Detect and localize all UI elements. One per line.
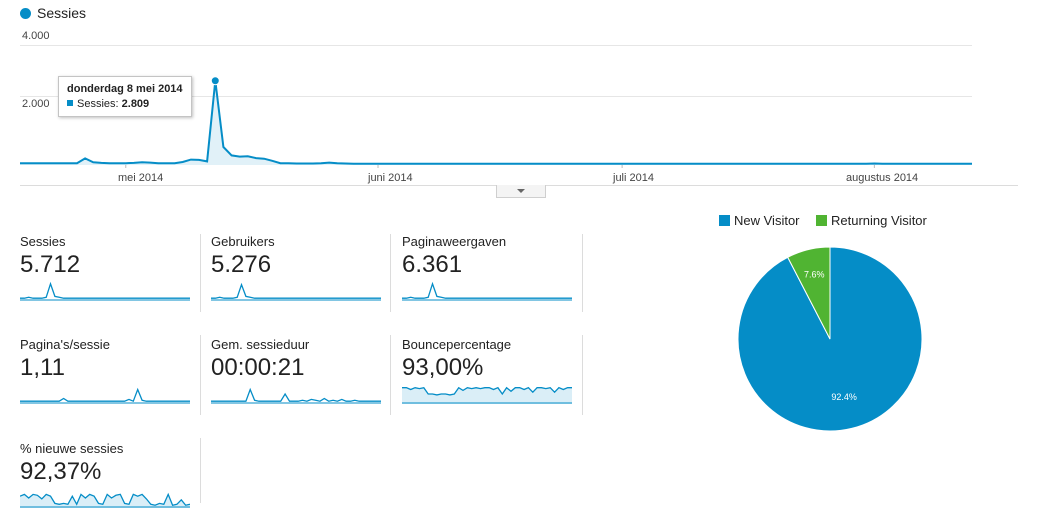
- sessions-series-line: [20, 80, 972, 165]
- grid-line-4000: [20, 45, 972, 46]
- x-tick-label-juli: juli 2014: [613, 172, 654, 184]
- metric-sparkline: [211, 387, 381, 404]
- sessies-legend-label[interactable]: Sessies: [37, 5, 87, 21]
- metric-separator: [200, 438, 201, 503]
- metric-value: 5.276: [211, 251, 272, 278]
- tooltip-series-swatch: [67, 100, 73, 106]
- legend-swatch-new-visitor: [719, 215, 730, 226]
- sparkline-line: [211, 387, 381, 402]
- metric-value: 1,11: [20, 354, 65, 381]
- metric-bouncepercentage[interactable]: Bouncepercentage 93,00%: [402, 337, 572, 404]
- pie-slice-label: 92.4%: [831, 392, 857, 402]
- legend-label-new-visitor[interactable]: New Visitor: [734, 213, 800, 228]
- metric-pagina-s-sessie[interactable]: Pagina's/sessie 1,11: [20, 337, 190, 404]
- collapse-chart-button[interactable]: [496, 185, 546, 198]
- metric-sparkline: [402, 281, 572, 301]
- metric-label: Sessies: [20, 234, 66, 249]
- metric-separator: [200, 335, 201, 415]
- sparkline-line: [20, 281, 190, 299]
- metric-separator: [390, 335, 391, 415]
- metric-label: Bouncepercentage: [402, 337, 512, 352]
- chevron-down-icon: [517, 189, 525, 193]
- legend-label-returning-visitor[interactable]: Returning Visitor: [831, 213, 927, 228]
- metric-nieuwe-sessies[interactable]: % nieuwe sessies 92,37%: [20, 441, 190, 508]
- tooltip-value: 2.809: [121, 98, 150, 110]
- chart-tooltip: donderdag 8 mei 2014 Sessies: 2.809: [58, 76, 192, 117]
- sparkline-fill: [402, 387, 572, 404]
- metric-label: Paginaweergaven: [402, 234, 507, 249]
- highlighted-data-point[interactable]: [210, 76, 220, 86]
- y-tick-label-4000: 4.000: [22, 30, 50, 42]
- metric-gebruikers[interactable]: Gebruikers 5.276: [211, 234, 381, 301]
- sparkline-line: [211, 282, 381, 299]
- metric-sparkline: [402, 386, 572, 404]
- tooltip-series-label: Sessies:: [77, 98, 119, 110]
- metric-separator: [582, 234, 583, 312]
- metric-separator: [582, 335, 583, 415]
- metric-value: 6.361: [402, 251, 463, 278]
- metric-value: 93,00%: [402, 354, 484, 381]
- sparkline-line: [402, 386, 572, 396]
- metric-value: 92,37%: [20, 458, 102, 485]
- tooltip-date: donderdag 8 mei 2014: [67, 83, 183, 95]
- pie-slice-label: 7.6%: [804, 270, 825, 280]
- metric-sparkline: [20, 281, 190, 301]
- sessions-line-chart: [20, 76, 972, 168]
- metric-sessies[interactable]: Sessies 5.712: [20, 234, 190, 301]
- metric-value: 5.712: [20, 251, 81, 278]
- x-tick-label-mei: mei 2014: [118, 172, 164, 184]
- metric-gem-sessieduur[interactable]: Gem. sessieduur 00:00:21: [211, 337, 381, 404]
- sessies-legend-dot: [20, 8, 31, 19]
- tooltip-row: Sessies: 2.809: [67, 98, 183, 110]
- x-tick-label-augustus: augustus 2014: [846, 172, 919, 184]
- metric-sparkline: [211, 282, 381, 301]
- legend-swatch-returning-visitor: [816, 215, 827, 226]
- y-tick-label-2000: 2.000: [22, 98, 50, 110]
- visitor-type-pie-chart: 92.4% 7.6%: [737, 246, 923, 432]
- metric-separator: [390, 234, 391, 312]
- metric-paginaweergaven[interactable]: Paginaweergaven 6.361: [402, 234, 572, 301]
- metric-value: 00:00:21: [211, 354, 305, 381]
- metric-sparkline: [20, 492, 190, 508]
- sparkline-line: [402, 281, 572, 299]
- grid-line-2000: [20, 96, 972, 97]
- metric-label: Pagina's/sessie: [20, 337, 110, 352]
- metric-separator: [200, 234, 201, 312]
- pie-slice-returning-visitor[interactable]: [787, 246, 831, 340]
- metric-label: % nieuwe sessies: [20, 441, 124, 456]
- x-tick-label-juni: juni 2014: [368, 172, 413, 184]
- sparkline-line: [20, 387, 190, 403]
- metric-label: Gebruikers: [211, 234, 275, 249]
- metric-sparkline: [20, 387, 190, 404]
- metric-label: Gem. sessieduur: [211, 337, 310, 352]
